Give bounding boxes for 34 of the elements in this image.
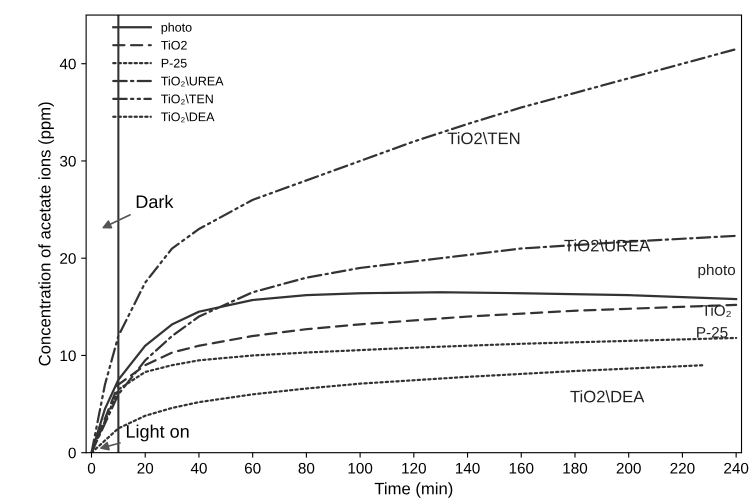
x-tick-label: 40	[190, 462, 207, 474]
legend-label: photo	[162, 22, 192, 34]
x-tick-label: 200	[616, 462, 641, 474]
annotation: Dark	[136, 194, 174, 208]
y-tick-label: 20	[60, 253, 76, 264]
x-tick-label: 220	[670, 462, 695, 474]
x-tick-label: 80	[298, 462, 314, 474]
x-tick-label: 100	[348, 462, 372, 474]
x-tick-label: 180	[563, 462, 588, 474]
x-tick-label: 20	[138, 462, 154, 474]
y-tick-label: 40	[60, 58, 76, 70]
annotation: TiO2\TEN	[448, 132, 520, 144]
y-tick-label: 0	[68, 448, 76, 458]
legend-label: TiO₂\DEA	[161, 112, 214, 122]
x-tick-label: 120	[402, 462, 426, 474]
x-tick-label: 160	[510, 462, 534, 474]
annotation: TiO2\UREA	[564, 239, 650, 252]
legend-label: TiO₂\TEN	[161, 94, 213, 104]
x-tick-label: 140	[456, 462, 480, 474]
legend-label: P-25	[162, 58, 187, 68]
x-tick-label: 240	[724, 462, 748, 474]
annotation: photo	[698, 264, 736, 278]
y-tick-label: 30	[60, 156, 76, 167]
legend-label: TiO2	[161, 40, 187, 50]
y-axis-title: Concentration of acetate ions (ppm)	[38, 102, 54, 366]
y-tick-label: 10	[60, 350, 76, 362]
legend-label: TiO₂\UREA	[161, 76, 224, 86]
annotation: Light on	[126, 424, 189, 442]
annotation: P-25	[697, 326, 728, 338]
annotation: TiO₂	[702, 304, 731, 318]
annotation: TiO2\DEA	[570, 390, 644, 402]
x-tick-label: 0	[88, 462, 96, 474]
x-axis-title: Time (min)	[374, 482, 452, 498]
x-tick-label: 60	[244, 462, 261, 474]
